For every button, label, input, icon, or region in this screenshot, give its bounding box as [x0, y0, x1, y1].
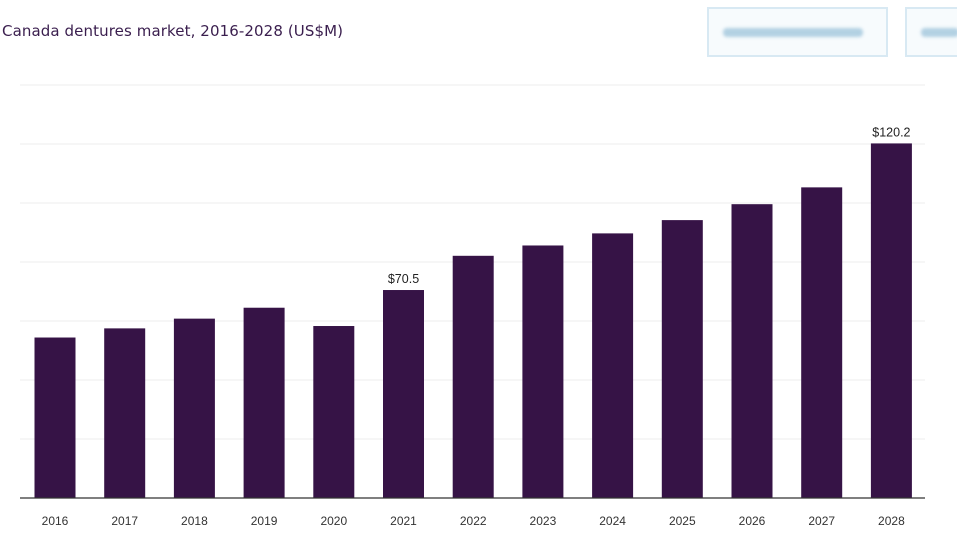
x-tick-label: 2016 — [42, 514, 69, 528]
x-tick-label: 2017 — [111, 514, 138, 528]
filter-button[interactable] — [707, 7, 888, 57]
bar-2023 — [522, 245, 564, 498]
x-tick-label: 2018 — [181, 514, 208, 528]
bar-2017 — [104, 328, 146, 498]
x-tick-label: 2020 — [320, 514, 347, 528]
x-tick-label: 2019 — [251, 514, 278, 528]
filter-button-label — [723, 27, 863, 37]
data-labels: $70.5 $120.2 — [388, 125, 911, 286]
bar-2027 — [801, 187, 843, 499]
bar-2016 — [34, 337, 76, 498]
bar-2025 — [661, 220, 703, 499]
x-tick-label: 2025 — [669, 514, 696, 528]
x-tick-label: 2028 — [878, 514, 905, 528]
x-tick-label: 2027 — [808, 514, 835, 528]
data-label: $70.5 — [388, 272, 419, 286]
x-tick-label: 2023 — [530, 514, 557, 528]
secondary-button-label — [921, 27, 957, 37]
bar-2019 — [243, 307, 285, 498]
x-tick-label: 2024 — [599, 514, 626, 528]
bar-2026 — [731, 204, 773, 498]
bar-2020 — [313, 326, 355, 498]
bar-2028 — [870, 143, 912, 498]
bar-2021 — [383, 290, 424, 498]
x-axis-ticks: 2016 2017 2018 2019 2020 2021 2022 2023 2024 2025… — [42, 514, 905, 528]
data-label: $120.2 — [872, 125, 910, 139]
x-tick-label: 2022 — [460, 514, 487, 528]
bars — [34, 143, 912, 499]
bar-2018 — [173, 318, 215, 498]
bar-2022 — [452, 255, 494, 498]
chart-title: Canada dentures market, 2016-2028 (US$M) — [2, 22, 344, 40]
secondary-button[interactable] — [905, 7, 957, 57]
bar-2024 — [592, 233, 634, 498]
x-tick-label: 2021 — [390, 514, 417, 528]
x-tick-label: 2026 — [739, 514, 766, 528]
